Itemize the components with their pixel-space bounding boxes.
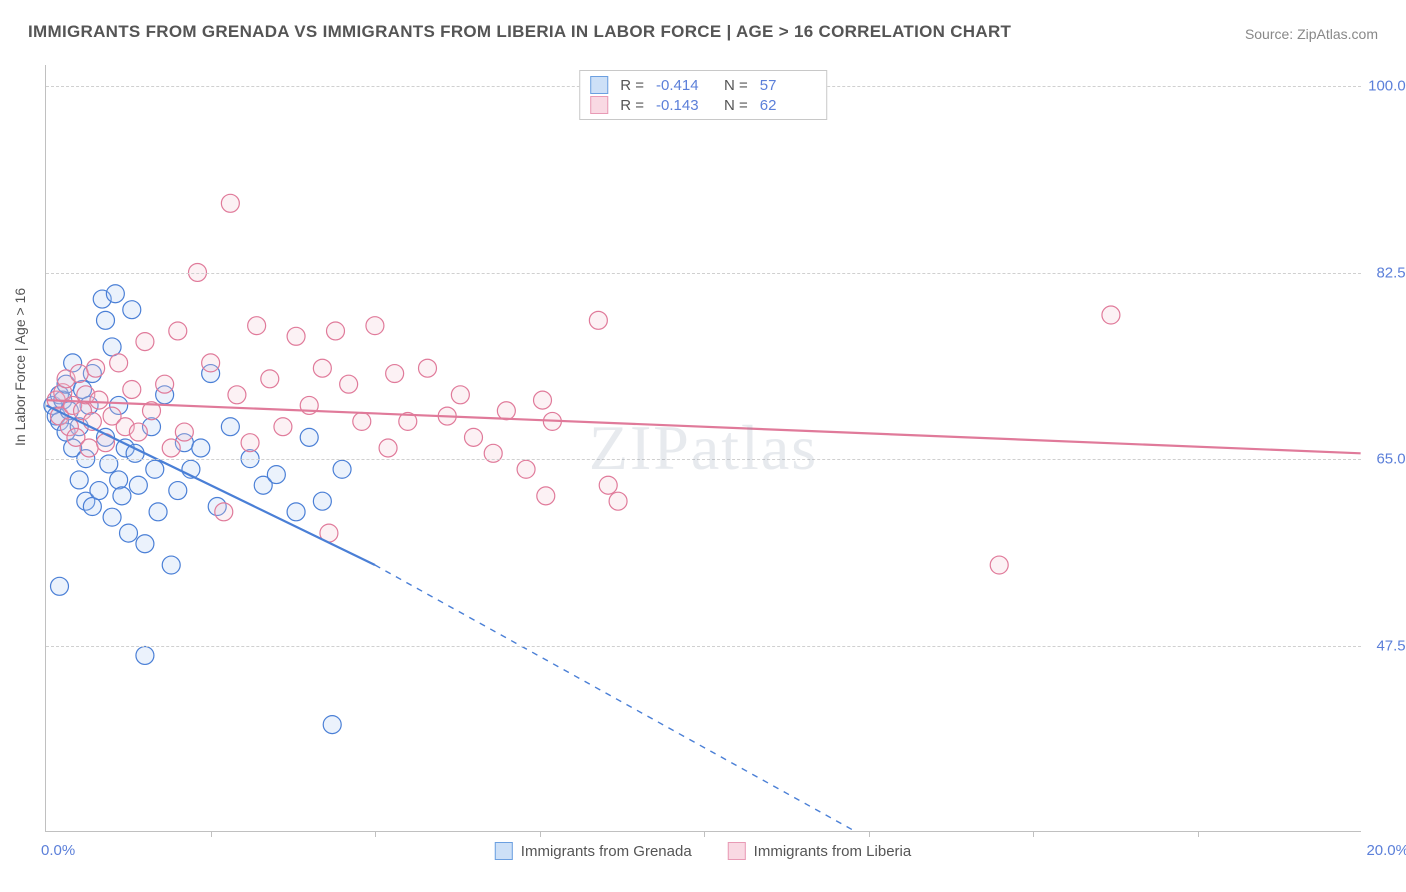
n-label: N = (724, 77, 748, 94)
gridline (46, 273, 1361, 274)
swatch-grenada (590, 76, 608, 94)
correlation-legend: R = -0.414 N = 57 R = -0.143 N = 62 (579, 70, 827, 120)
correlation-row-grenada: R = -0.414 N = 57 (590, 75, 816, 95)
legend-item-liberia: Immigrants from Liberia (728, 842, 912, 860)
chart-title: IMMIGRANTS FROM GRENADA VS IMMIGRANTS FR… (28, 22, 1011, 42)
xtick (211, 831, 212, 837)
x-min-label: 0.0% (41, 842, 75, 859)
xtick (375, 831, 376, 837)
legend-item-grenada: Immigrants from Grenada (495, 842, 692, 860)
swatch-liberia-bottom (728, 842, 746, 860)
chart-svg (46, 65, 1361, 831)
r-label: R = (620, 77, 644, 94)
r-label: R = (620, 97, 644, 114)
plot-area: ZIPatlas 0.0% 20.0% 100.0%82.5%65.0%47.5… (45, 65, 1361, 832)
swatch-liberia (590, 96, 608, 114)
ytick-label: 82.5% (1376, 264, 1406, 281)
n-label: N = (724, 97, 748, 114)
swatch-grenada-bottom (495, 842, 513, 860)
legend-label-grenada: Immigrants from Grenada (521, 843, 692, 860)
correlation-row-liberia: R = -0.143 N = 62 (590, 95, 816, 115)
gridline (46, 459, 1361, 460)
xtick (540, 831, 541, 837)
legend-label-liberia: Immigrants from Liberia (754, 843, 912, 860)
xtick (1033, 831, 1034, 837)
xtick (1198, 831, 1199, 837)
r-value-grenada: -0.414 (656, 77, 712, 94)
n-value-liberia: 62 (760, 97, 816, 114)
ytick-label: 65.0% (1376, 451, 1406, 468)
xtick (869, 831, 870, 837)
ytick-label: 100.0% (1368, 78, 1406, 95)
xtick (704, 831, 705, 837)
gridline (46, 646, 1361, 647)
source-attribution: Source: ZipAtlas.com (1245, 26, 1378, 42)
series-legend: Immigrants from Grenada Immigrants from … (495, 842, 911, 860)
y-axis-label: In Labor Force | Age > 16 (12, 288, 28, 446)
r-value-liberia: -0.143 (656, 97, 712, 114)
ytick-label: 47.5% (1376, 637, 1406, 654)
n-value-grenada: 57 (760, 77, 816, 94)
x-max-label: 20.0% (1366, 842, 1406, 859)
